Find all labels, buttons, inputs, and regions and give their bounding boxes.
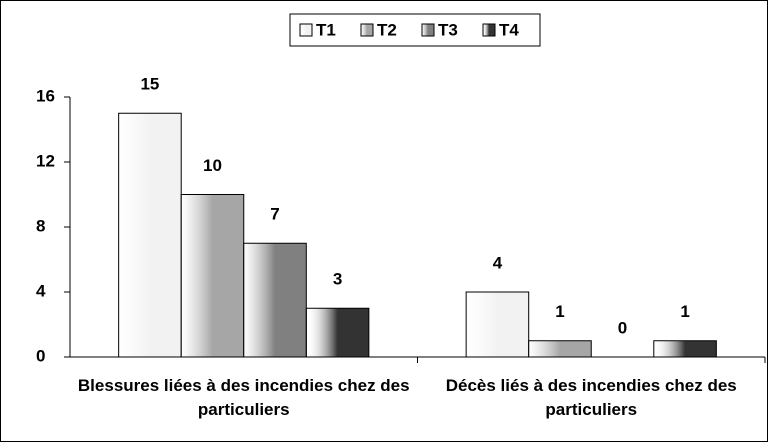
- data-label: 4: [493, 253, 503, 272]
- data-label: 15: [140, 75, 159, 94]
- legend-label: T4: [499, 20, 519, 39]
- legend-swatch: [360, 23, 374, 37]
- y-tick-label: 0: [36, 346, 45, 365]
- data-label: 10: [203, 156, 222, 175]
- legend-label: T1: [316, 20, 336, 39]
- bar: [528, 340, 592, 358]
- bar: [180, 194, 245, 358]
- y-tick-label: 8: [36, 216, 45, 235]
- bar: [305, 307, 370, 358]
- legend-swatch: [299, 23, 313, 37]
- data-label: 1: [680, 302, 689, 321]
- legend-box: [289, 13, 541, 47]
- legend-label: T3: [438, 20, 458, 39]
- bar: [243, 242, 307, 358]
- legend-label: T2: [377, 20, 397, 39]
- y-tick-label: 4: [36, 281, 46, 300]
- data-label: 3: [333, 270, 342, 289]
- legend-swatch: [421, 23, 435, 37]
- bar: [465, 291, 530, 358]
- data-label: 7: [270, 205, 279, 224]
- bar: [653, 340, 717, 358]
- bar: [118, 112, 182, 358]
- y-tick-label: 16: [36, 86, 55, 105]
- y-tick-label: 12: [36, 151, 55, 170]
- legend-swatch: [482, 23, 496, 37]
- data-label: 1: [555, 302, 564, 321]
- x-tick-label: Blessures liées à des incendies chez des…: [77, 376, 410, 419]
- data-label: 0: [618, 318, 627, 337]
- x-tick-label: Décès liés à des incendies chez des part…: [445, 376, 737, 419]
